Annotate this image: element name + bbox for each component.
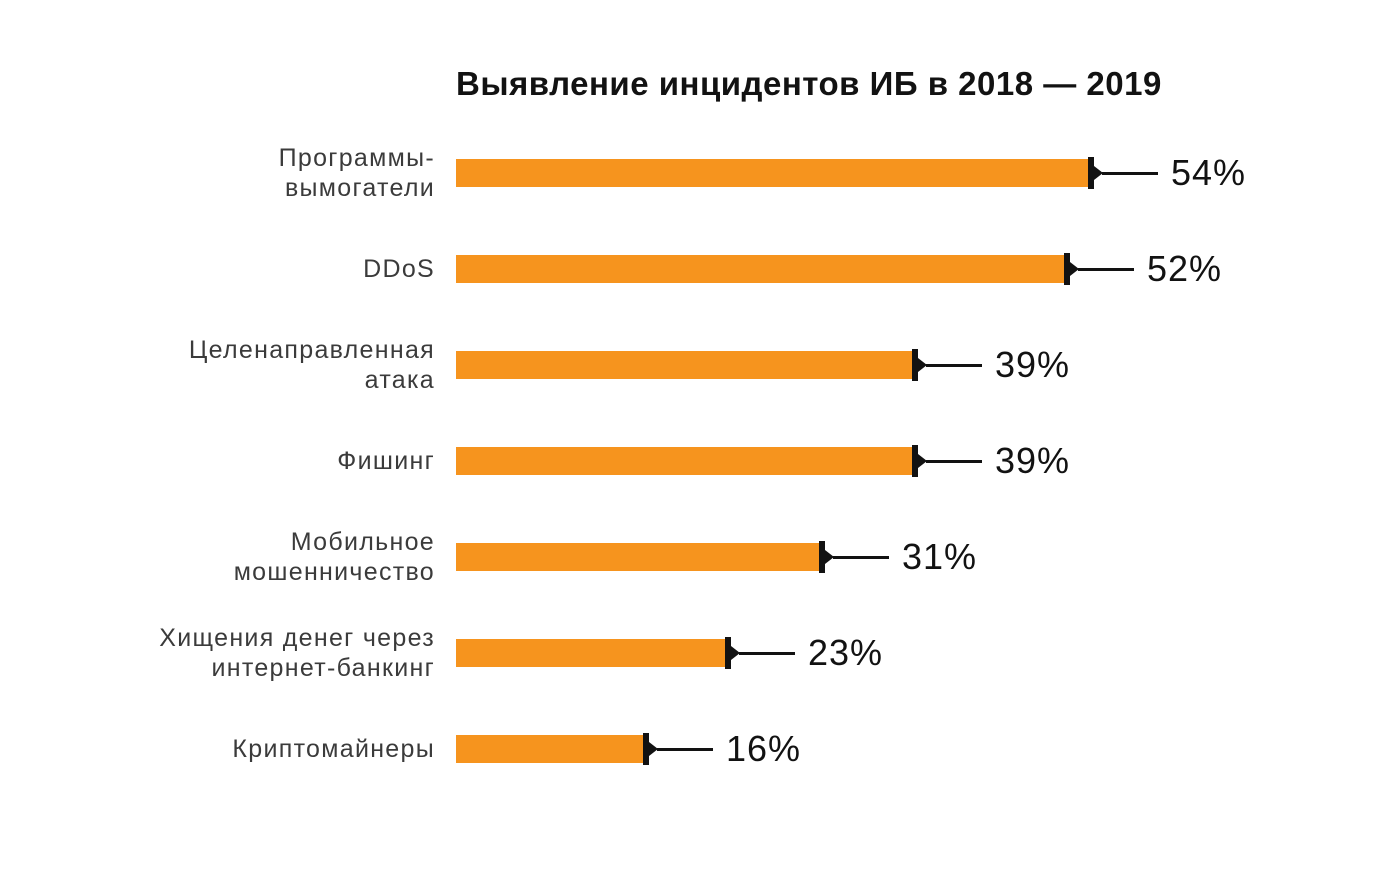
category-label: Программы- вымогатели (278, 144, 435, 202)
chart-page: Выявление инцидентов ИБ в 2018 — 2019 Пр… (0, 64, 1384, 883)
bar-track: 54% (456, 152, 1246, 194)
leader-pointer-icon (1070, 262, 1079, 276)
leader-line (739, 651, 795, 655)
leader-pointer-icon (1094, 166, 1103, 180)
bar-track: 31% (456, 536, 977, 578)
category-label: Криптомайнеры (232, 735, 435, 763)
leader-pointer-icon (731, 646, 740, 660)
leader-line (926, 459, 982, 463)
category-label: DDoS (363, 255, 435, 283)
bar-row: Фишинг 39% (0, 413, 1384, 509)
bar-row: Хищения денег через интернет-банкинг 23% (0, 605, 1384, 701)
leader-pointer-icon (649, 742, 658, 756)
bar-rows: Программы- вымогатели 54% DDoS 52% Целен… (0, 125, 1384, 797)
leader-pointer-icon (918, 454, 927, 468)
value-label: 39% (995, 440, 1071, 481)
leader-pointer-icon (918, 358, 927, 372)
bar-end-cap (912, 349, 918, 381)
bar-end-cap (912, 445, 918, 477)
value-label: 23% (808, 632, 884, 673)
leader-line (926, 363, 982, 367)
value-label: 39% (995, 344, 1071, 385)
category-label: Мобильное мошенничество (233, 528, 435, 586)
bar-track: 39% (456, 440, 1070, 482)
leader-pointer-icon (825, 550, 834, 564)
bar-end-cap (1088, 157, 1094, 189)
bar (456, 447, 912, 475)
leader-line (1102, 171, 1158, 175)
leader-line (657, 747, 713, 751)
chart-title: Выявление инцидентов ИБ в 2018 — 2019 (456, 65, 1162, 102)
category-label: Целенаправленная атака (188, 336, 435, 394)
bar (456, 159, 1088, 187)
bar-end-cap (643, 733, 649, 765)
bar (456, 255, 1064, 283)
bar-row: Криптомайнеры 16% (0, 701, 1384, 797)
bar (456, 351, 912, 379)
bar-row: Целенаправленная атака 39% (0, 317, 1384, 413)
bar-track: 39% (456, 344, 1070, 386)
bar-row: Программы- вымогатели 54% (0, 125, 1384, 221)
leader-line (833, 555, 889, 559)
bar-track: 16% (456, 728, 801, 770)
bar-track: 52% (456, 248, 1222, 290)
bar-end-cap (725, 637, 731, 669)
category-label: Фишинг (337, 447, 435, 475)
bar (456, 543, 819, 571)
bar-end-cap (1064, 253, 1070, 285)
bar-end-cap (819, 541, 825, 573)
value-label: 16% (726, 728, 802, 769)
bar (456, 735, 643, 763)
bar (456, 639, 725, 667)
bar-row: DDoS 52% (0, 221, 1384, 317)
bar-track: 23% (456, 632, 883, 674)
leader-line (1078, 267, 1134, 271)
bar-row: Мобильное мошенничество 31% (0, 509, 1384, 605)
value-label: 31% (902, 536, 978, 577)
category-label: Хищения денег через интернет-банкинг (159, 624, 435, 682)
value-label: 52% (1147, 248, 1223, 289)
value-label: 54% (1171, 152, 1247, 193)
